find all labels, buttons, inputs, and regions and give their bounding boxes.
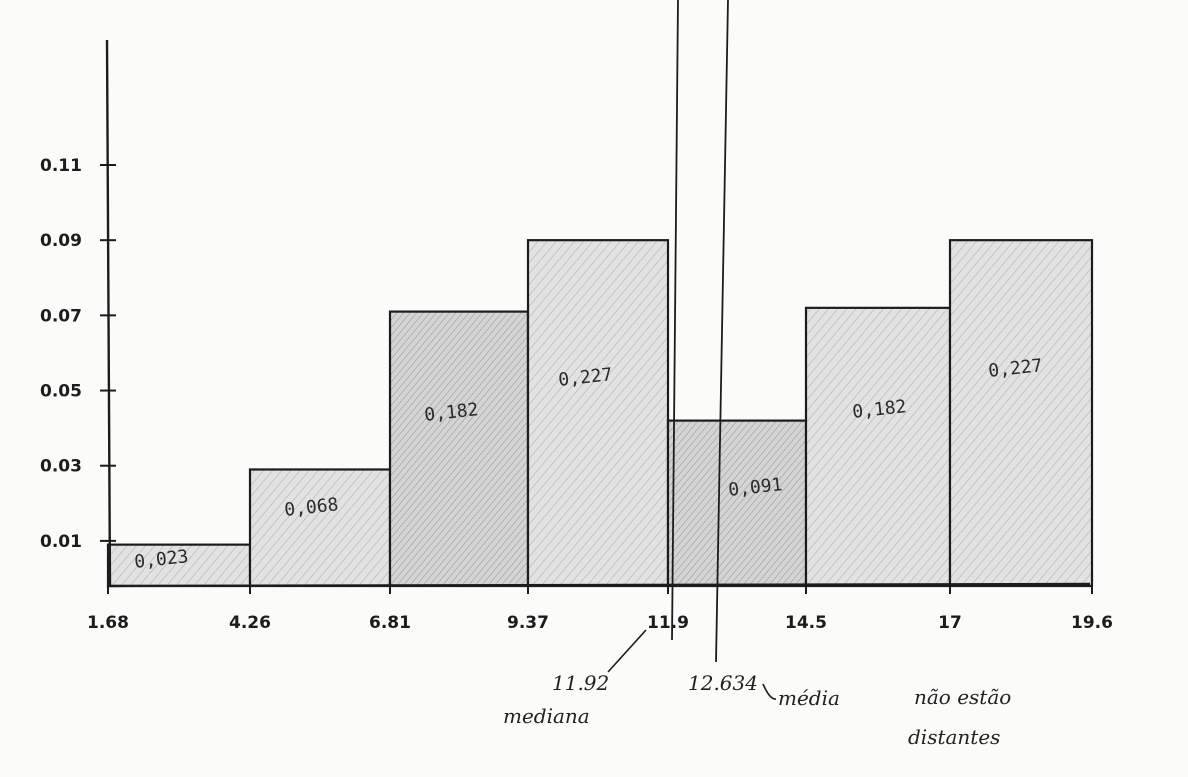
histogram-bar (948, 239, 1094, 588)
y-tick-label: 0.09 (40, 231, 82, 251)
histogram-bar (526, 239, 670, 588)
mean-pointer-stroke (762, 683, 777, 700)
x-tick-label: 17 (938, 613, 962, 633)
x-tick-label: 11.9 (647, 613, 689, 633)
x-tick-label: 19.6 (1071, 613, 1113, 633)
x-axis-line (106, 582, 1091, 588)
mean-word-label: média (778, 686, 840, 710)
x-ticks-group: 1.68 4.26 6.81 9.37 11.9 14.5 17 19.6 (87, 578, 1113, 633)
mean-line (715, 0, 729, 663)
conclusion-note-line1: não estão (914, 685, 1011, 709)
conclusion-note-line2: distantes (908, 725, 1000, 749)
y-tick-label: 0.11 (40, 156, 82, 176)
median-line (671, 0, 679, 641)
x-tick-label: 14.5 (785, 613, 827, 633)
median-word-label: mediana (503, 704, 590, 728)
histogram-bar (248, 468, 392, 588)
y-tick-label: 0.05 (40, 382, 82, 402)
x-tick-label: 6.81 (369, 613, 411, 633)
y-ticks-group: 0.01 0.03 0.05 0.07 0.09 0.11 (40, 156, 116, 552)
bars-group (106, 239, 1094, 588)
y-tick-label: 0.07 (40, 306, 82, 326)
histogram-bar (804, 306, 952, 588)
x-tick-label: 9.37 (507, 613, 549, 633)
y-tick-label: 0.03 (40, 457, 82, 477)
histogram-bar (388, 310, 530, 588)
median-pointer-stroke (607, 629, 647, 673)
y-tick-label: 0.01 (40, 532, 82, 552)
x-tick-label: 4.26 (229, 613, 271, 633)
x-tick-label: 1.68 (87, 613, 129, 633)
y-axis-line (105, 39, 112, 588)
histogram-bar (666, 419, 808, 588)
mean-value-label: 12.634 (688, 671, 758, 695)
histogram-bar (106, 543, 252, 588)
median-value-label: 11.92 (552, 671, 609, 695)
